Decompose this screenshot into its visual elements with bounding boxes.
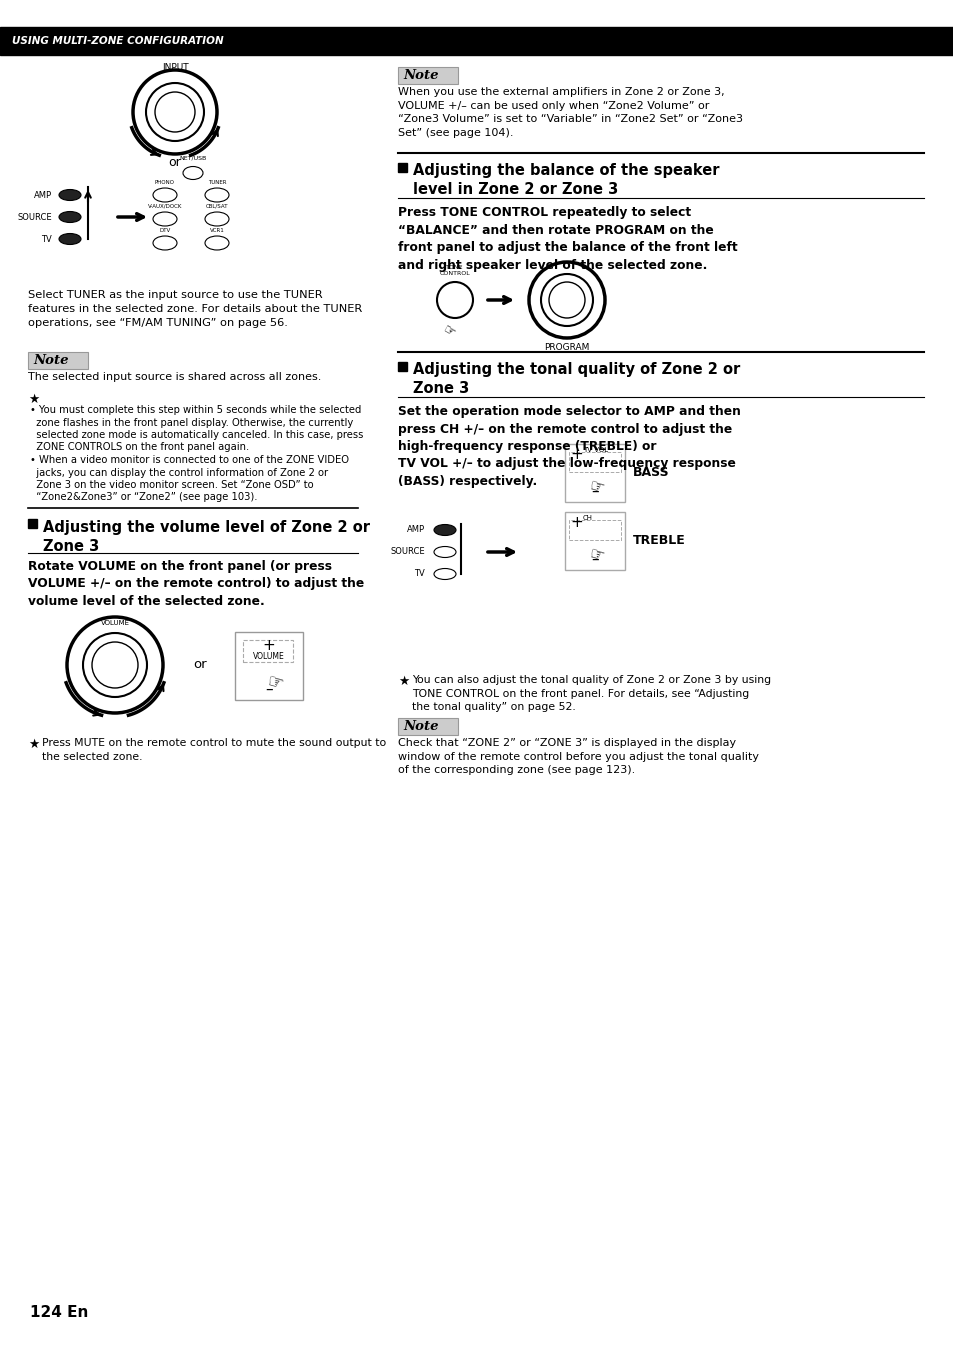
Ellipse shape	[59, 233, 81, 244]
Text: PROGRAM: PROGRAM	[544, 344, 589, 352]
Bar	[564, 512, 624, 570]
Text: or: or	[193, 659, 207, 671]
Text: Note: Note	[402, 69, 438, 82]
Ellipse shape	[152, 212, 177, 226]
Text: –: –	[591, 551, 598, 568]
Bar	[568, 520, 620, 541]
Ellipse shape	[59, 190, 81, 201]
Text: ☞: ☞	[587, 545, 606, 566]
Text: –: –	[591, 484, 598, 499]
Text: When you use the external amplifiers in Zone 2 or Zone 3,
VOLUME +/– can be used: When you use the external amplifiers in …	[397, 88, 742, 137]
Bar	[0, 27, 953, 55]
Text: USING MULTI-ZONE CONFIGURATION: USING MULTI-ZONE CONFIGURATION	[12, 36, 223, 46]
FancyBboxPatch shape	[397, 67, 457, 84]
Text: TUNER: TUNER	[208, 181, 226, 185]
Text: zone flashes in the front panel display. Otherwise, the currently: zone flashes in the front panel display.…	[30, 418, 353, 427]
Bar	[397, 163, 407, 173]
Text: SOURCE: SOURCE	[390, 547, 424, 557]
Text: DTV: DTV	[159, 228, 171, 233]
Text: TV VOL: TV VOL	[582, 448, 607, 453]
Text: VOLUME: VOLUME	[253, 652, 285, 661]
Ellipse shape	[205, 212, 229, 226]
Text: SOURCE: SOURCE	[17, 213, 52, 221]
Ellipse shape	[205, 236, 229, 249]
Text: ☞: ☞	[587, 477, 606, 499]
Text: 124 En: 124 En	[30, 1305, 89, 1320]
Circle shape	[91, 642, 138, 687]
Ellipse shape	[434, 524, 456, 535]
Bar	[243, 640, 293, 662]
Text: V-AUX/DOCK: V-AUX/DOCK	[148, 204, 182, 209]
Text: +: +	[569, 515, 582, 530]
Ellipse shape	[205, 187, 229, 202]
Text: –: –	[265, 682, 273, 697]
Text: Press TONE CONTROL repeatedly to select
“BALANCE” and then rotate PROGRAM on the: Press TONE CONTROL repeatedly to select …	[397, 206, 737, 271]
Text: Zone 3 on the video monitor screen. Set “Zone OSD” to: Zone 3 on the video monitor screen. Set …	[30, 480, 314, 491]
Text: TONE
CONTROL: TONE CONTROL	[439, 266, 470, 276]
Text: Adjusting the tonal quality of Zone 2 or
Zone 3: Adjusting the tonal quality of Zone 2 or…	[413, 363, 740, 395]
Text: INPUT: INPUT	[161, 63, 188, 73]
Text: Set the operation mode selector to AMP and then
press CH +/– on the remote contr: Set the operation mode selector to AMP a…	[397, 404, 740, 488]
Text: • When a video monitor is connected to one of the ZONE VIDEO: • When a video monitor is connected to o…	[30, 456, 349, 465]
Text: TREBLE: TREBLE	[633, 535, 685, 547]
Text: ZONE CONTROLS on the front panel again.: ZONE CONTROLS on the front panel again.	[30, 442, 249, 453]
Text: Press MUTE on the remote control to mute the sound output to
the selected zone.: Press MUTE on the remote control to mute…	[42, 737, 386, 762]
Text: PHONO: PHONO	[154, 181, 174, 185]
Text: • You must complete this step within 5 seconds while the selected: • You must complete this step within 5 s…	[30, 404, 361, 415]
Text: Check that “ZONE 2” or “ZONE 3” is displayed in the display
window of the remote: Check that “ZONE 2” or “ZONE 3” is displ…	[397, 737, 759, 775]
Text: NET/USB: NET/USB	[179, 156, 207, 160]
Bar	[564, 443, 624, 501]
Text: You can also adjust the tonal quality of Zone 2 or Zone 3 by using
TONE CONTROL : You can also adjust the tonal quality of…	[412, 675, 770, 712]
Text: jacks, you can display the control information of Zone 2 or: jacks, you can display the control infor…	[30, 468, 328, 477]
Text: Note: Note	[33, 355, 69, 367]
Text: BASS: BASS	[633, 466, 669, 480]
Text: TV: TV	[414, 569, 424, 578]
Text: ☞: ☞	[265, 673, 285, 694]
Ellipse shape	[434, 546, 456, 558]
Text: TV: TV	[41, 235, 52, 244]
FancyBboxPatch shape	[28, 352, 88, 369]
Ellipse shape	[59, 212, 81, 222]
Text: The selected input source is shared across all zones.: The selected input source is shared acro…	[28, 372, 321, 381]
Bar	[568, 452, 620, 472]
Text: “Zone2&Zone3” or “Zone2” (see page 103).: “Zone2&Zone3” or “Zone2” (see page 103).	[30, 492, 257, 503]
Text: selected zone mode is automatically canceled. In this case, press: selected zone mode is automatically canc…	[30, 430, 363, 439]
Text: AMP: AMP	[34, 190, 52, 200]
Circle shape	[548, 282, 584, 318]
Bar	[234, 632, 303, 700]
Text: VCR1: VCR1	[210, 228, 224, 233]
Text: ★: ★	[397, 675, 409, 687]
FancyBboxPatch shape	[397, 718, 457, 735]
Text: CBL/SAT: CBL/SAT	[206, 204, 228, 209]
Ellipse shape	[152, 236, 177, 249]
Text: Note: Note	[402, 720, 438, 733]
Ellipse shape	[183, 167, 203, 179]
Text: +: +	[569, 448, 582, 462]
Text: +: +	[262, 638, 275, 652]
Text: AMP: AMP	[406, 526, 424, 535]
Text: ☞: ☞	[440, 322, 458, 341]
Text: ★: ★	[28, 737, 39, 751]
Bar	[397, 363, 407, 371]
Text: Rotate VOLUME on the front panel (or press
VOLUME +/– on the remote control) to : Rotate VOLUME on the front panel (or pre…	[28, 559, 364, 608]
Text: CH: CH	[582, 515, 593, 520]
Circle shape	[154, 92, 194, 132]
Bar	[28, 519, 37, 528]
Text: ★: ★	[28, 394, 39, 406]
Ellipse shape	[434, 569, 456, 580]
Text: or: or	[169, 155, 181, 168]
Text: Adjusting the balance of the speaker
level in Zone 2 or Zone 3: Adjusting the balance of the speaker lev…	[413, 163, 719, 197]
Ellipse shape	[152, 187, 177, 202]
Text: Select TUNER as the input source to use the TUNER
features in the selected zone.: Select TUNER as the input source to use …	[28, 290, 362, 328]
Text: Adjusting the volume level of Zone 2 or
Zone 3: Adjusting the volume level of Zone 2 or …	[43, 520, 370, 554]
Text: VOLUME: VOLUME	[100, 620, 130, 625]
